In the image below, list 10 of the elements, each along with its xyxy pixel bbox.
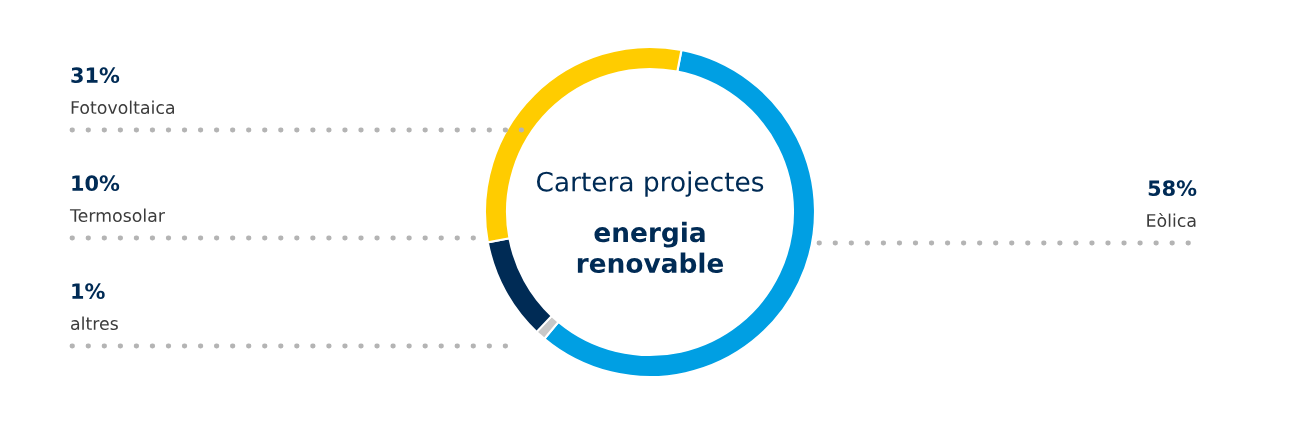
slice-label: Eòlica (1147, 212, 1196, 228)
slice-label: Fotovoltaica (71, 100, 174, 115)
slice-label: Termosolar (69, 208, 165, 223)
slice-label: altres (71, 316, 118, 331)
text: energia renovable (577, 221, 724, 274)
text: Cartera projectes (536, 171, 764, 197)
data-label: 10% (72, 175, 120, 192)
data-label: 1% (72, 283, 105, 300)
data-label: 31% (71, 67, 120, 84)
data-label: 58% (1148, 180, 1197, 197)
